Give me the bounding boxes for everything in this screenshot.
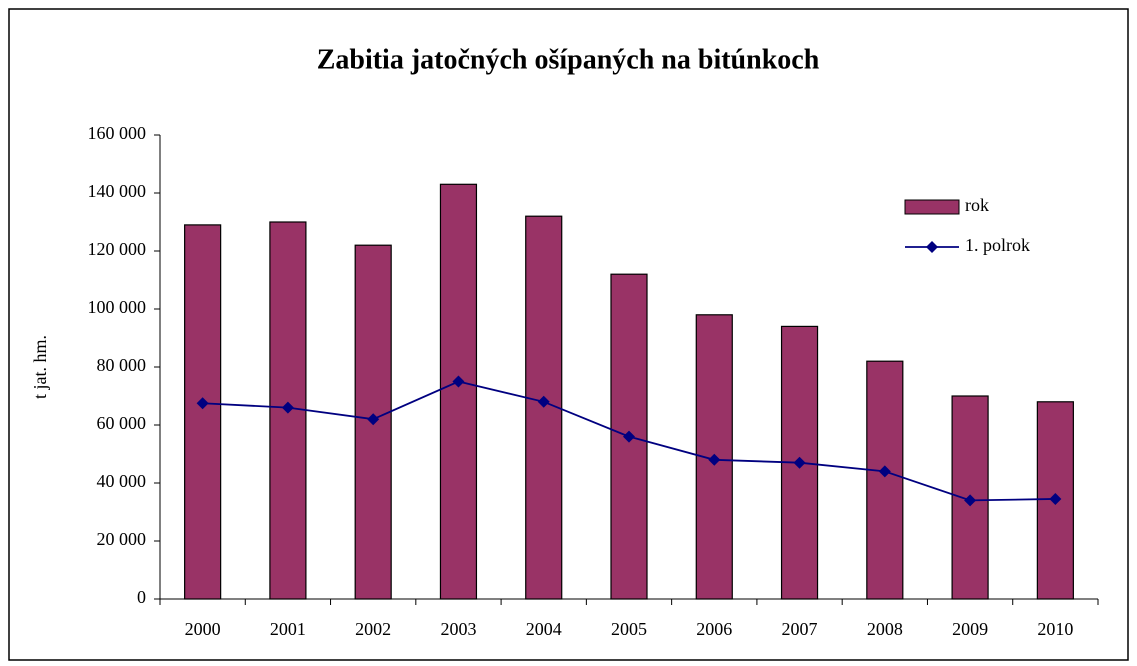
x-tick-label: 2003: [440, 619, 476, 639]
legend-swatch: [904, 199, 960, 215]
marker: [537, 395, 550, 408]
x-tick-label: 2008: [867, 619, 903, 639]
y-tick-label: 140 000: [88, 181, 147, 201]
marker: [708, 453, 721, 466]
legend-marker: [926, 241, 938, 253]
y-tick-label: 60 000: [97, 413, 147, 433]
x-tick-label: 2009: [952, 619, 988, 639]
legend-label: rok: [965, 195, 989, 215]
x-tick-label: 2000: [185, 619, 221, 639]
y-tick-label: 160 000: [88, 123, 147, 143]
x-tick-label: 2007: [782, 619, 818, 639]
marker: [964, 494, 977, 507]
y-tick-label: 100 000: [88, 297, 147, 317]
y-tick-label: 0: [137, 587, 146, 607]
marker: [281, 401, 294, 414]
y-tick-label: 120 000: [88, 239, 147, 259]
marker: [878, 465, 891, 478]
marker: [196, 397, 209, 410]
y-tick-label: 80 000: [97, 355, 147, 375]
chart-title: Zabitia jatočných ošípaných na bitúnkoch: [317, 44, 820, 75]
bar: [866, 360, 904, 600]
x-tick-label: 2002: [355, 619, 391, 639]
x-tick-label: 2005: [611, 619, 647, 639]
x-tick-label: 2006: [696, 619, 732, 639]
x-tick-label: 2001: [270, 619, 306, 639]
y-tick-label: 40 000: [97, 471, 147, 491]
y-axis-label: t jat. hm.: [30, 335, 50, 399]
marker: [623, 430, 635, 443]
marker: [367, 413, 380, 426]
bar: [439, 183, 478, 600]
x-tick-label: 2010: [1037, 619, 1073, 639]
marker: [452, 375, 465, 388]
y-tick-label: 20 000: [97, 529, 147, 549]
bar: [184, 224, 222, 600]
legend-label: 1. polrok: [965, 235, 1030, 255]
x-tick-label: 2004: [526, 619, 562, 639]
marker: [793, 456, 806, 469]
marker: [1049, 492, 1062, 505]
